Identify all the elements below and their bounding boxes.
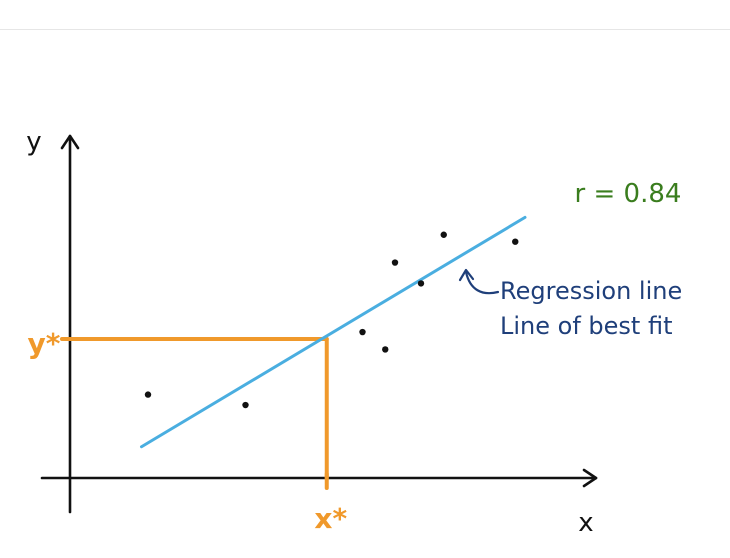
data-point	[440, 231, 447, 238]
x-star-label: x*	[314, 502, 347, 535]
regression-line-label: Regression line	[500, 277, 682, 305]
data-point	[242, 401, 249, 409]
r-value-label: r = 0.84	[575, 179, 682, 209]
regression-line	[140, 215, 527, 449]
x-axis-label: x	[578, 508, 593, 538]
y-star-label: y*	[28, 327, 61, 360]
y-axis-arrow-icon	[60, 134, 80, 150]
data-point	[359, 328, 366, 336]
x-axis-arrow-icon	[582, 468, 598, 488]
data-point	[417, 280, 425, 287]
data-point	[391, 259, 399, 266]
annotation-arrow-icon	[464, 270, 500, 295]
data-point	[512, 238, 519, 245]
top-divider	[0, 29, 730, 30]
data-point	[144, 391, 152, 398]
annotation-arrow-head-icon	[458, 268, 475, 282]
y-axis-label: y	[26, 127, 41, 157]
data-points	[144, 231, 519, 409]
line-of-best-fit-label: Line of best fit	[500, 312, 672, 340]
data-point	[382, 346, 389, 353]
